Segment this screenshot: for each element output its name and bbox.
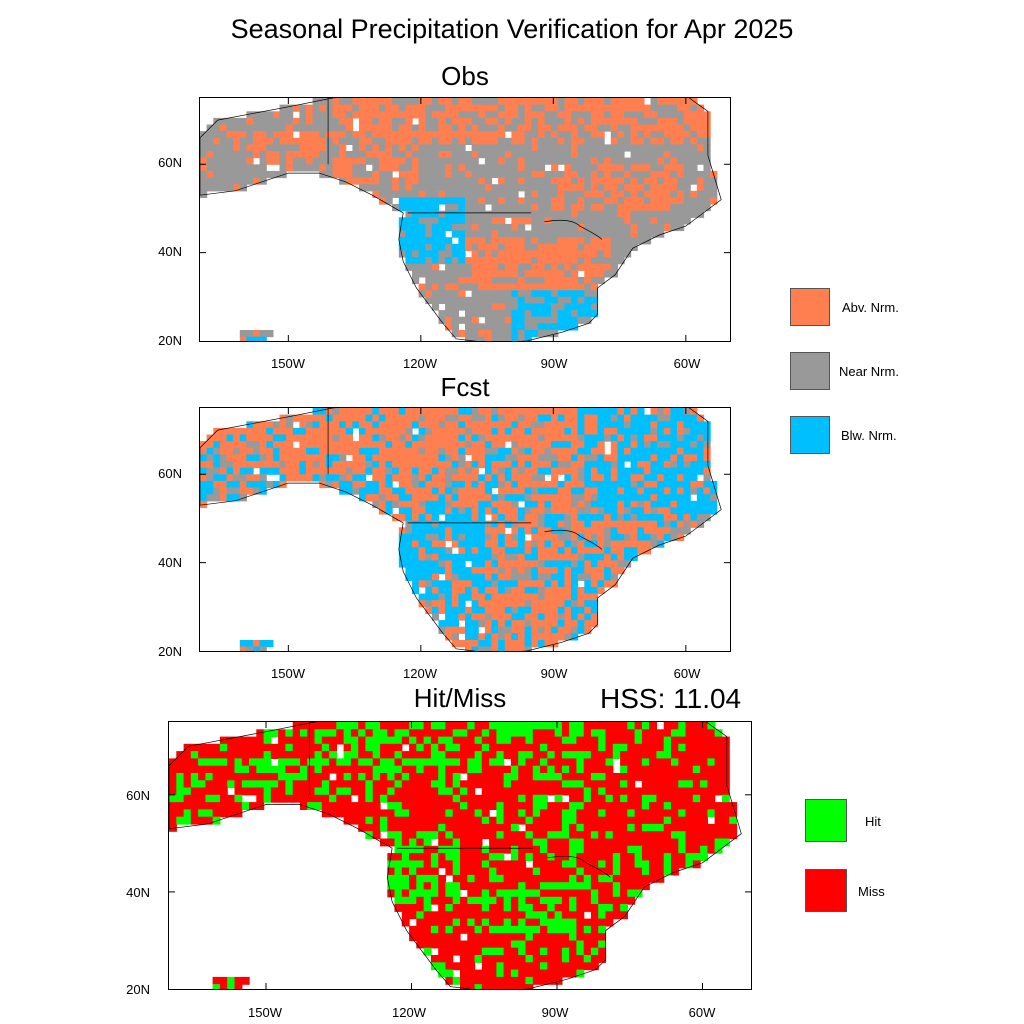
legend-label-near: Near Nrm. — [839, 364, 899, 379]
legend-label-below: Blw. Nrm. — [841, 428, 897, 443]
obs-lat-label-20n: 20N — [158, 333, 182, 348]
hit-lat-label-40n: 40N — [126, 885, 150, 900]
fcst-lon-label-120w: 120W — [403, 666, 437, 681]
map-fcst-svg — [200, 408, 730, 651]
obs-map — [199, 97, 731, 342]
fcst-lon-label-150w: 150W — [271, 666, 305, 681]
legend-swatch-below — [790, 416, 830, 454]
hit-lon-label-150w: 150W — [248, 1005, 282, 1020]
fcst-panel-title: Fcst — [440, 372, 490, 402]
hitmiss-panel-title: Hit/Miss — [413, 683, 507, 713]
fcst-lon-label-60w: 60W — [673, 666, 701, 681]
hit-lat-label-20n: 20N — [126, 982, 150, 997]
hit-lon-label-90w: 90W — [541, 1005, 569, 1020]
obs-lat-label-40n: 40N — [158, 244, 182, 259]
legend-label-above: Abv. Nrm. — [842, 300, 899, 315]
fcst-lat-label-20n: 20N — [158, 644, 182, 659]
legend-swatch-above — [790, 288, 830, 326]
chart-title: Seasonal Precipitation Verification for … — [230, 14, 794, 44]
legend-swatch-near — [790, 352, 830, 390]
obs-lon-label-120w: 120W — [403, 356, 437, 371]
hit-lat-label-60n: 60N — [126, 788, 150, 803]
map-hit-svg — [169, 722, 751, 989]
obs-lon-label-150w: 150W — [271, 356, 305, 371]
obs-lat-label-60n: 60N — [158, 155, 182, 170]
fcst-lon-label-90w: 90W — [540, 666, 568, 681]
fcst-lat-label-40n: 40N — [158, 555, 182, 570]
hit-lon-label-60w: 60W — [688, 1005, 716, 1020]
legend-label-miss: Miss — [858, 884, 885, 899]
fcst-lat-label-60n: 60N — [158, 466, 182, 481]
obs-lon-label-90w: 90W — [540, 356, 568, 371]
obs-lon-label-60w: 60W — [673, 356, 701, 371]
obs-panel-title: Obs — [441, 61, 489, 91]
hit-lon-label-120w: 120W — [392, 1005, 426, 1020]
hitmiss-map — [168, 721, 752, 990]
legend-label-hit: Hit — [865, 814, 881, 829]
legend-swatch-miss — [805, 869, 847, 912]
legend-swatch-hit — [805, 799, 847, 842]
fcst-map — [199, 407, 731, 652]
map-obs-svg — [200, 98, 730, 341]
hss-score: HSS: 11.04 — [600, 683, 742, 714]
